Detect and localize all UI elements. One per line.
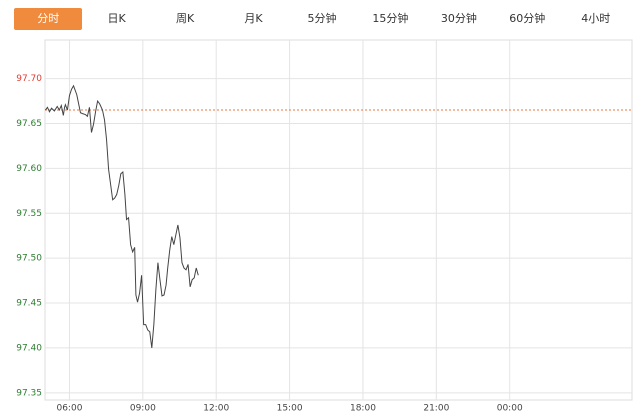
x-tick-label: 12:00 — [203, 404, 229, 414]
y-tick-label: 97.50 — [16, 254, 42, 264]
y-tick-label: 97.60 — [16, 164, 42, 174]
x-tick-label: 21:00 — [423, 404, 449, 414]
x-tick-label: 18:00 — [350, 404, 376, 414]
x-tick-label: 09:00 — [130, 404, 156, 414]
y-tick-label: 97.45 — [16, 299, 42, 309]
price-line — [45, 84, 199, 348]
x-tick-label: 15:00 — [277, 404, 303, 414]
tab-bar: 分时 日K 周K 月K 5分钟 15分钟 30分钟 60分钟 4小时 — [14, 8, 630, 30]
plot-area — [44, 39, 633, 401]
tab[interactable]: 30分钟 — [440, 12, 477, 25]
x-tick-label: 00:00 — [497, 404, 523, 414]
y-tick-label: 97.55 — [16, 209, 42, 219]
y-tick-label: 97.35 — [16, 388, 42, 398]
y-tick-label: 97.70 — [16, 74, 42, 84]
tab[interactable]: 5分钟 — [307, 12, 337, 25]
y-tick-label: 97.40 — [16, 343, 42, 353]
tab[interactable]: 60分钟 — [509, 12, 546, 25]
tab[interactable]: 月K — [244, 12, 263, 25]
x-tick-label: 06:00 — [56, 404, 82, 414]
tab[interactable]: 周K — [175, 12, 195, 25]
y-tick-label: 97.65 — [16, 119, 42, 129]
tab[interactable]: 日K — [107, 12, 126, 25]
tab[interactable]: 分时 — [14, 8, 83, 30]
tab[interactable]: 4小时 — [581, 12, 611, 25]
tab[interactable]: 15分钟 — [372, 12, 409, 25]
